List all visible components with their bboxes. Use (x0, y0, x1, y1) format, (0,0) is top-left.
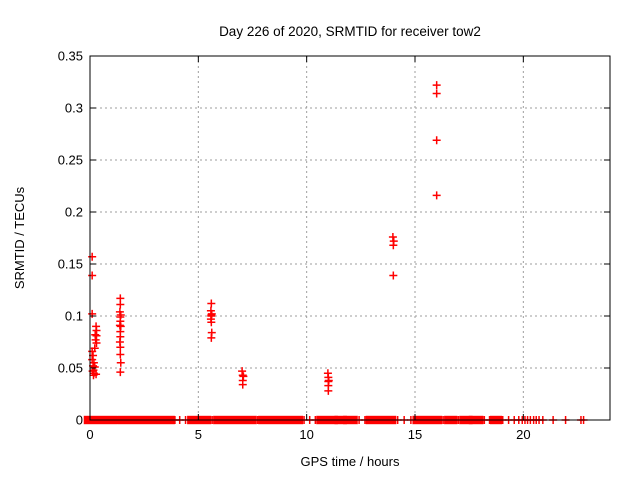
data-point-marker (432, 89, 441, 98)
y-tick-label: 0.35 (58, 49, 83, 64)
data-points (83, 81, 588, 425)
data-point-marker (116, 343, 125, 352)
data-point-marker (432, 81, 441, 90)
data-point-marker (207, 333, 216, 342)
data-point-marker (432, 136, 441, 145)
data-point-marker (88, 309, 97, 318)
data-point-marker (92, 331, 101, 340)
plot-border (89, 55, 611, 421)
data-point-marker (207, 318, 216, 327)
y-tick-label: 0.2 (65, 205, 83, 220)
y-axis-label: SRMTID / TECUs (12, 186, 27, 289)
x-tick-label: 0 (86, 427, 93, 442)
data-point-marker (116, 358, 125, 367)
data-point-marker (238, 380, 247, 389)
tick-labels: 0 5 10 15 20 0 0.05 0.1 0.15 0.2 0.25 0.3 0.35 (58, 49, 531, 443)
x-tick-label: 20 (516, 427, 530, 442)
data-point-marker (116, 300, 125, 309)
y-tick-label: 0.05 (58, 361, 83, 376)
data-point-marker (389, 271, 398, 280)
data-point-marker (389, 241, 398, 250)
grid (90, 56, 610, 420)
x-axis-label: GPS time / hours (301, 454, 400, 469)
data-point-marker (207, 299, 216, 308)
plot-frame-and-ticks (89, 55, 611, 421)
x-tick-label: 5 (195, 427, 202, 442)
x-tick-label: 10 (299, 427, 313, 442)
y-tick-label: 0.3 (65, 101, 83, 116)
data-point-marker (432, 191, 441, 200)
data-point-marker (324, 386, 333, 395)
data-point-marker (388, 232, 397, 241)
data-point-marker (116, 368, 125, 377)
data-point-marker (89, 371, 98, 380)
chart-title: Day 226 of 2020, SRMTID for receiver tow… (219, 24, 481, 39)
y-tick-label: 0.1 (65, 309, 83, 324)
y-tick-label: 0.25 (58, 153, 83, 168)
data-point-marker (92, 339, 101, 348)
y-tick-label: 0 (76, 413, 83, 428)
data-point-marker (116, 350, 125, 359)
x-tick-label: 15 (408, 427, 422, 442)
data-point-marker (88, 252, 97, 261)
data-point-marker (88, 271, 97, 280)
y-tick-label: 0.15 (58, 257, 83, 272)
